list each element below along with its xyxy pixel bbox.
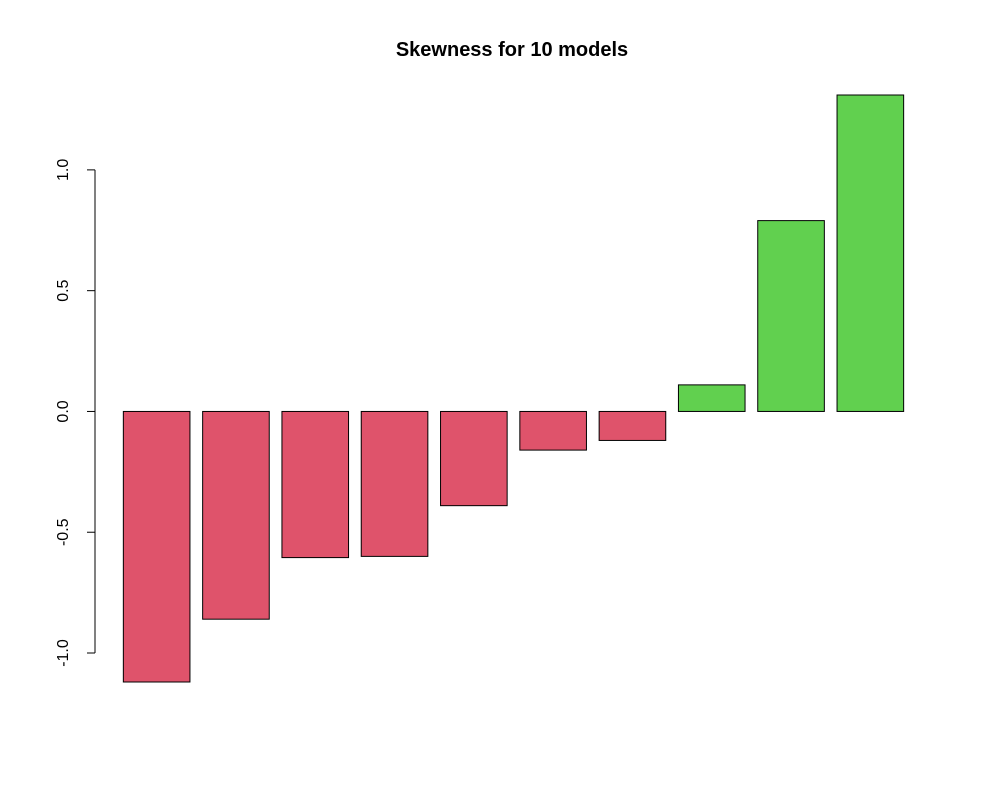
bar-9 (757, 220, 825, 412)
bar-5 (440, 410, 508, 507)
bar-10 (836, 94, 905, 412)
bar-8 (677, 384, 746, 412)
y-axis: -1.0 -0.5 0.0 0.5 1.0 (55, 159, 96, 667)
y-tick-label-4: 1.0 (55, 159, 72, 181)
bar-7 (598, 410, 667, 441)
bar-1 (122, 410, 191, 683)
chart-title: Skewness for 10 models (396, 39, 628, 61)
bar-3 (281, 410, 350, 559)
bar-4 (360, 410, 429, 557)
y-tick-label-2: 0.0 (55, 400, 72, 422)
bar-6 (519, 410, 587, 451)
bars-group (122, 94, 905, 683)
bar-2 (202, 410, 270, 620)
y-tick-label-1: -0.5 (55, 518, 72, 546)
y-tick-label-3: 0.5 (55, 279, 72, 301)
y-tick-label-0: -1.0 (55, 639, 72, 667)
